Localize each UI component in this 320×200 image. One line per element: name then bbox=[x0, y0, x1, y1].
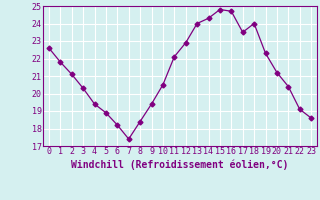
X-axis label: Windchill (Refroidissement éolien,°C): Windchill (Refroidissement éolien,°C) bbox=[71, 159, 289, 170]
